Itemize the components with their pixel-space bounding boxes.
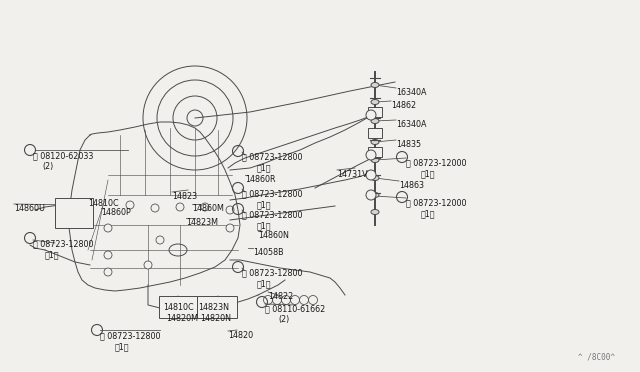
Circle shape — [104, 251, 112, 259]
Ellipse shape — [371, 99, 379, 105]
Text: （1）: （1） — [421, 209, 435, 218]
Text: 14860M: 14860M — [192, 204, 224, 213]
Text: 14810C: 14810C — [88, 199, 118, 208]
Text: Ⓒ 08723-12800: Ⓒ 08723-12800 — [100, 331, 161, 340]
Circle shape — [144, 261, 152, 269]
Text: Ⓒ 08723-12000: Ⓒ 08723-12000 — [406, 198, 467, 207]
Text: （1）: （1） — [257, 221, 271, 230]
Text: Ⓒ 08723-12800: Ⓒ 08723-12800 — [242, 189, 303, 198]
Text: ^ /8C00^: ^ /8C00^ — [578, 353, 615, 362]
Text: 14835: 14835 — [396, 140, 421, 149]
Ellipse shape — [371, 140, 379, 144]
Text: 14810C: 14810C — [163, 303, 194, 312]
Ellipse shape — [371, 157, 379, 163]
Circle shape — [176, 203, 184, 211]
Circle shape — [366, 110, 376, 120]
Text: 16340A: 16340A — [396, 120, 426, 129]
Text: 14860P: 14860P — [101, 208, 131, 217]
Circle shape — [366, 170, 376, 180]
Ellipse shape — [371, 83, 379, 87]
Text: Ⓒ 08723-12000: Ⓒ 08723-12000 — [406, 158, 467, 167]
FancyBboxPatch shape — [55, 198, 93, 228]
Text: 14860N: 14860N — [258, 231, 289, 240]
Text: 14820M: 14820M — [166, 314, 198, 323]
Text: （1）: （1） — [257, 200, 271, 209]
Ellipse shape — [371, 176, 379, 180]
Circle shape — [156, 236, 164, 244]
Text: 14822: 14822 — [268, 292, 293, 301]
Text: Ⓑ 08120-62033: Ⓑ 08120-62033 — [33, 151, 93, 160]
Text: （1）: （1） — [257, 279, 271, 288]
FancyBboxPatch shape — [197, 296, 237, 318]
Circle shape — [366, 150, 376, 160]
Ellipse shape — [371, 192, 379, 198]
Text: （1）: （1） — [45, 250, 60, 259]
FancyBboxPatch shape — [159, 296, 197, 318]
Text: 14862: 14862 — [391, 101, 416, 110]
Circle shape — [226, 224, 234, 232]
Text: 16340A: 16340A — [396, 88, 426, 97]
Text: 14820: 14820 — [228, 331, 253, 340]
Text: 14823: 14823 — [172, 192, 197, 201]
Circle shape — [201, 203, 209, 211]
Text: Ⓒ 08723-12800: Ⓒ 08723-12800 — [242, 152, 303, 161]
Text: Ⓒ 08723-12800: Ⓒ 08723-12800 — [242, 268, 303, 277]
Ellipse shape — [371, 119, 379, 124]
Text: 14860U: 14860U — [14, 204, 45, 213]
FancyBboxPatch shape — [368, 128, 382, 138]
Text: Ⓑ 08110-61662: Ⓑ 08110-61662 — [265, 304, 325, 313]
Text: （1）: （1） — [257, 163, 271, 172]
Text: 14823M: 14823M — [186, 218, 218, 227]
Text: 14058B: 14058B — [253, 248, 284, 257]
FancyBboxPatch shape — [368, 147, 382, 157]
Text: Ⓒ 08723-12800: Ⓒ 08723-12800 — [33, 239, 93, 248]
Text: 14820N: 14820N — [200, 314, 231, 323]
Circle shape — [151, 204, 159, 212]
Text: Ⓒ 08723-12800: Ⓒ 08723-12800 — [242, 210, 303, 219]
Circle shape — [226, 206, 234, 214]
Text: 14860R: 14860R — [245, 175, 275, 184]
Circle shape — [104, 224, 112, 232]
Text: （1）: （1） — [115, 342, 129, 351]
Text: （1）: （1） — [421, 169, 435, 178]
Text: 14731V: 14731V — [337, 170, 367, 179]
Text: (2): (2) — [42, 162, 53, 171]
Circle shape — [366, 190, 376, 200]
Text: 14823N: 14823N — [198, 303, 229, 312]
Text: 14863: 14863 — [399, 181, 424, 190]
Text: (2): (2) — [278, 315, 289, 324]
Circle shape — [104, 268, 112, 276]
Circle shape — [126, 201, 134, 209]
FancyBboxPatch shape — [368, 107, 382, 117]
Ellipse shape — [371, 209, 379, 215]
